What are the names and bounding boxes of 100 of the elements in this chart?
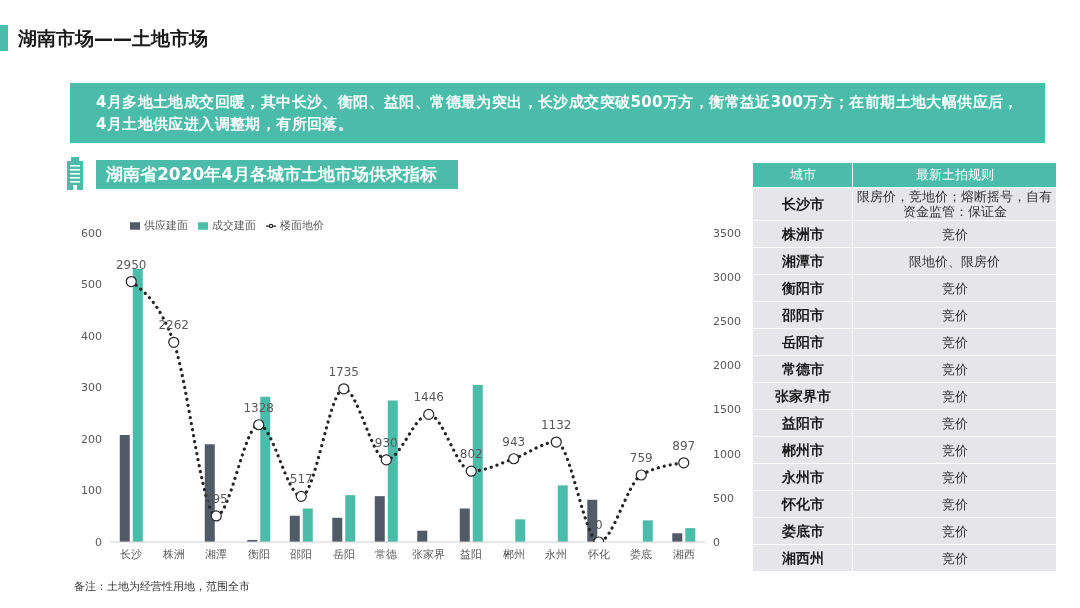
x-tick-label: 娄底: [630, 547, 653, 561]
y2-tick-label: 3500: [713, 226, 741, 240]
text: 限地价、限房价: [909, 253, 1000, 269]
y2-tick-label: 3000: [713, 271, 741, 285]
y2-tick-label: 2500: [713, 315, 741, 329]
text: 竞价: [941, 415, 968, 431]
chart-title: 湖南省2020年4月各城市土地市场供求指标: [96, 160, 458, 189]
category-label: 长沙市: [781, 195, 824, 212]
x-tick-label: 衡阳: [247, 547, 270, 561]
bar: [672, 533, 683, 542]
x-tick-label: 常德: [375, 547, 398, 561]
x-tick-label: 湘潭: [205, 547, 228, 561]
category-label: 湘潭市: [781, 252, 824, 269]
text: 4月多地土地成交回暖，其中长沙、衡阳、益阳、常德最为突出，长沙成交突破500万方，衡常益近300万方；在前期土地大幅供应后，4月土地供应进入调整期，有所回落。: [70, 83, 1045, 143]
data-label: 943: [502, 434, 526, 449]
y-tick-label: 0: [95, 535, 102, 549]
x-tick-label: 湘西: [672, 547, 695, 561]
x-tick-label: 株洲: [161, 547, 185, 561]
text: 城市: [752, 162, 853, 188]
category-label: 张家界市: [774, 387, 831, 404]
legend-label: 成交建面: [212, 219, 256, 232]
data-label: 759: [629, 450, 653, 465]
category-label: 怀化市: [781, 495, 824, 512]
y2-tick-label: 0: [713, 535, 720, 549]
text: 湖南市场——土地市场: [18, 26, 208, 51]
bar: [459, 508, 470, 542]
data-label: 2262: [158, 318, 190, 333]
bar: [557, 485, 568, 542]
point: [465, 465, 477, 477]
x-tick-label: 岳阳: [332, 547, 355, 561]
y-tick-label: 200: [81, 432, 102, 446]
point: [508, 453, 520, 465]
point: [678, 457, 690, 469]
y-tick-label: 400: [81, 329, 102, 343]
text: 竞价: [941, 361, 968, 377]
text: 竞价: [941, 523, 968, 539]
data-label: 1132: [540, 418, 572, 433]
category-label: 最新土拍规则: [852, 162, 1057, 188]
category-label: 衡阳市: [781, 279, 824, 296]
point: [423, 408, 435, 420]
y-tick-label: 100: [81, 484, 102, 498]
point: [168, 336, 180, 348]
y2-tick-label: 1500: [713, 403, 741, 417]
x-tick-label: 益阳: [460, 547, 483, 561]
point: [253, 419, 265, 431]
text: 限房价，竞地价；熔断摇号，自有资金监管：保证金: [857, 189, 1052, 219]
data-label: 2950: [115, 257, 147, 272]
bar: [302, 508, 313, 542]
data-label: 517: [289, 472, 313, 487]
bar: [289, 515, 300, 542]
y2-tick-label: 500: [713, 491, 734, 505]
point: [295, 490, 307, 502]
bar: [132, 269, 143, 542]
legend-label: 供应建面: [144, 219, 188, 232]
category-label: 娄底市: [781, 522, 824, 539]
category-label: 邵阳市: [781, 306, 824, 323]
point: [380, 454, 392, 466]
bar: [345, 495, 356, 542]
legend-label: 楼面地价: [280, 219, 324, 232]
bar: [642, 520, 653, 542]
category-label: 株洲市: [781, 225, 824, 242]
point: [338, 383, 350, 395]
x-tick-label: 郴州: [502, 547, 525, 561]
category-label: 益阳市: [781, 414, 824, 431]
x-tick-label: 邵阳: [290, 547, 313, 561]
point: [635, 469, 647, 481]
text: 竞价: [941, 388, 968, 404]
bar: [332, 517, 343, 542]
bar: [515, 519, 526, 542]
x-tick-label: 永州: [545, 547, 568, 561]
text: 竞价: [941, 334, 968, 350]
point: [210, 510, 222, 522]
text: 竞价: [941, 442, 968, 458]
bar: [374, 496, 385, 542]
y2-tick-label: 1000: [713, 447, 741, 461]
y-tick-label: 500: [81, 278, 102, 292]
bar: [119, 434, 130, 542]
text: 竞价: [941, 469, 968, 485]
category-label: 郴州市: [781, 441, 824, 458]
bar: [685, 528, 696, 542]
data-label: 1446: [413, 390, 445, 405]
data-label: 1735: [328, 364, 360, 379]
x-tick-label: 长沙: [120, 547, 143, 561]
text: 备注：土地为经营性用地，范围全市: [74, 579, 250, 594]
text: 竞价: [941, 280, 968, 296]
text: 竞价: [941, 496, 968, 512]
point: [550, 436, 562, 448]
y-tick-label: 300: [81, 381, 102, 395]
category-label: 常德市: [781, 360, 824, 377]
y2-tick-label: 2000: [713, 359, 741, 373]
category-label: 永州市: [781, 468, 824, 485]
text: 竞价: [941, 226, 968, 242]
x-tick-label: 张家界: [412, 547, 446, 561]
point: [125, 275, 137, 288]
category-label: 湘西州: [781, 549, 824, 566]
x-tick-label: 怀化: [586, 547, 610, 561]
data-label: 897: [672, 438, 696, 453]
text: 竞价: [941, 550, 968, 566]
text: 竞价: [941, 307, 968, 323]
y-tick-label: 600: [81, 226, 102, 240]
